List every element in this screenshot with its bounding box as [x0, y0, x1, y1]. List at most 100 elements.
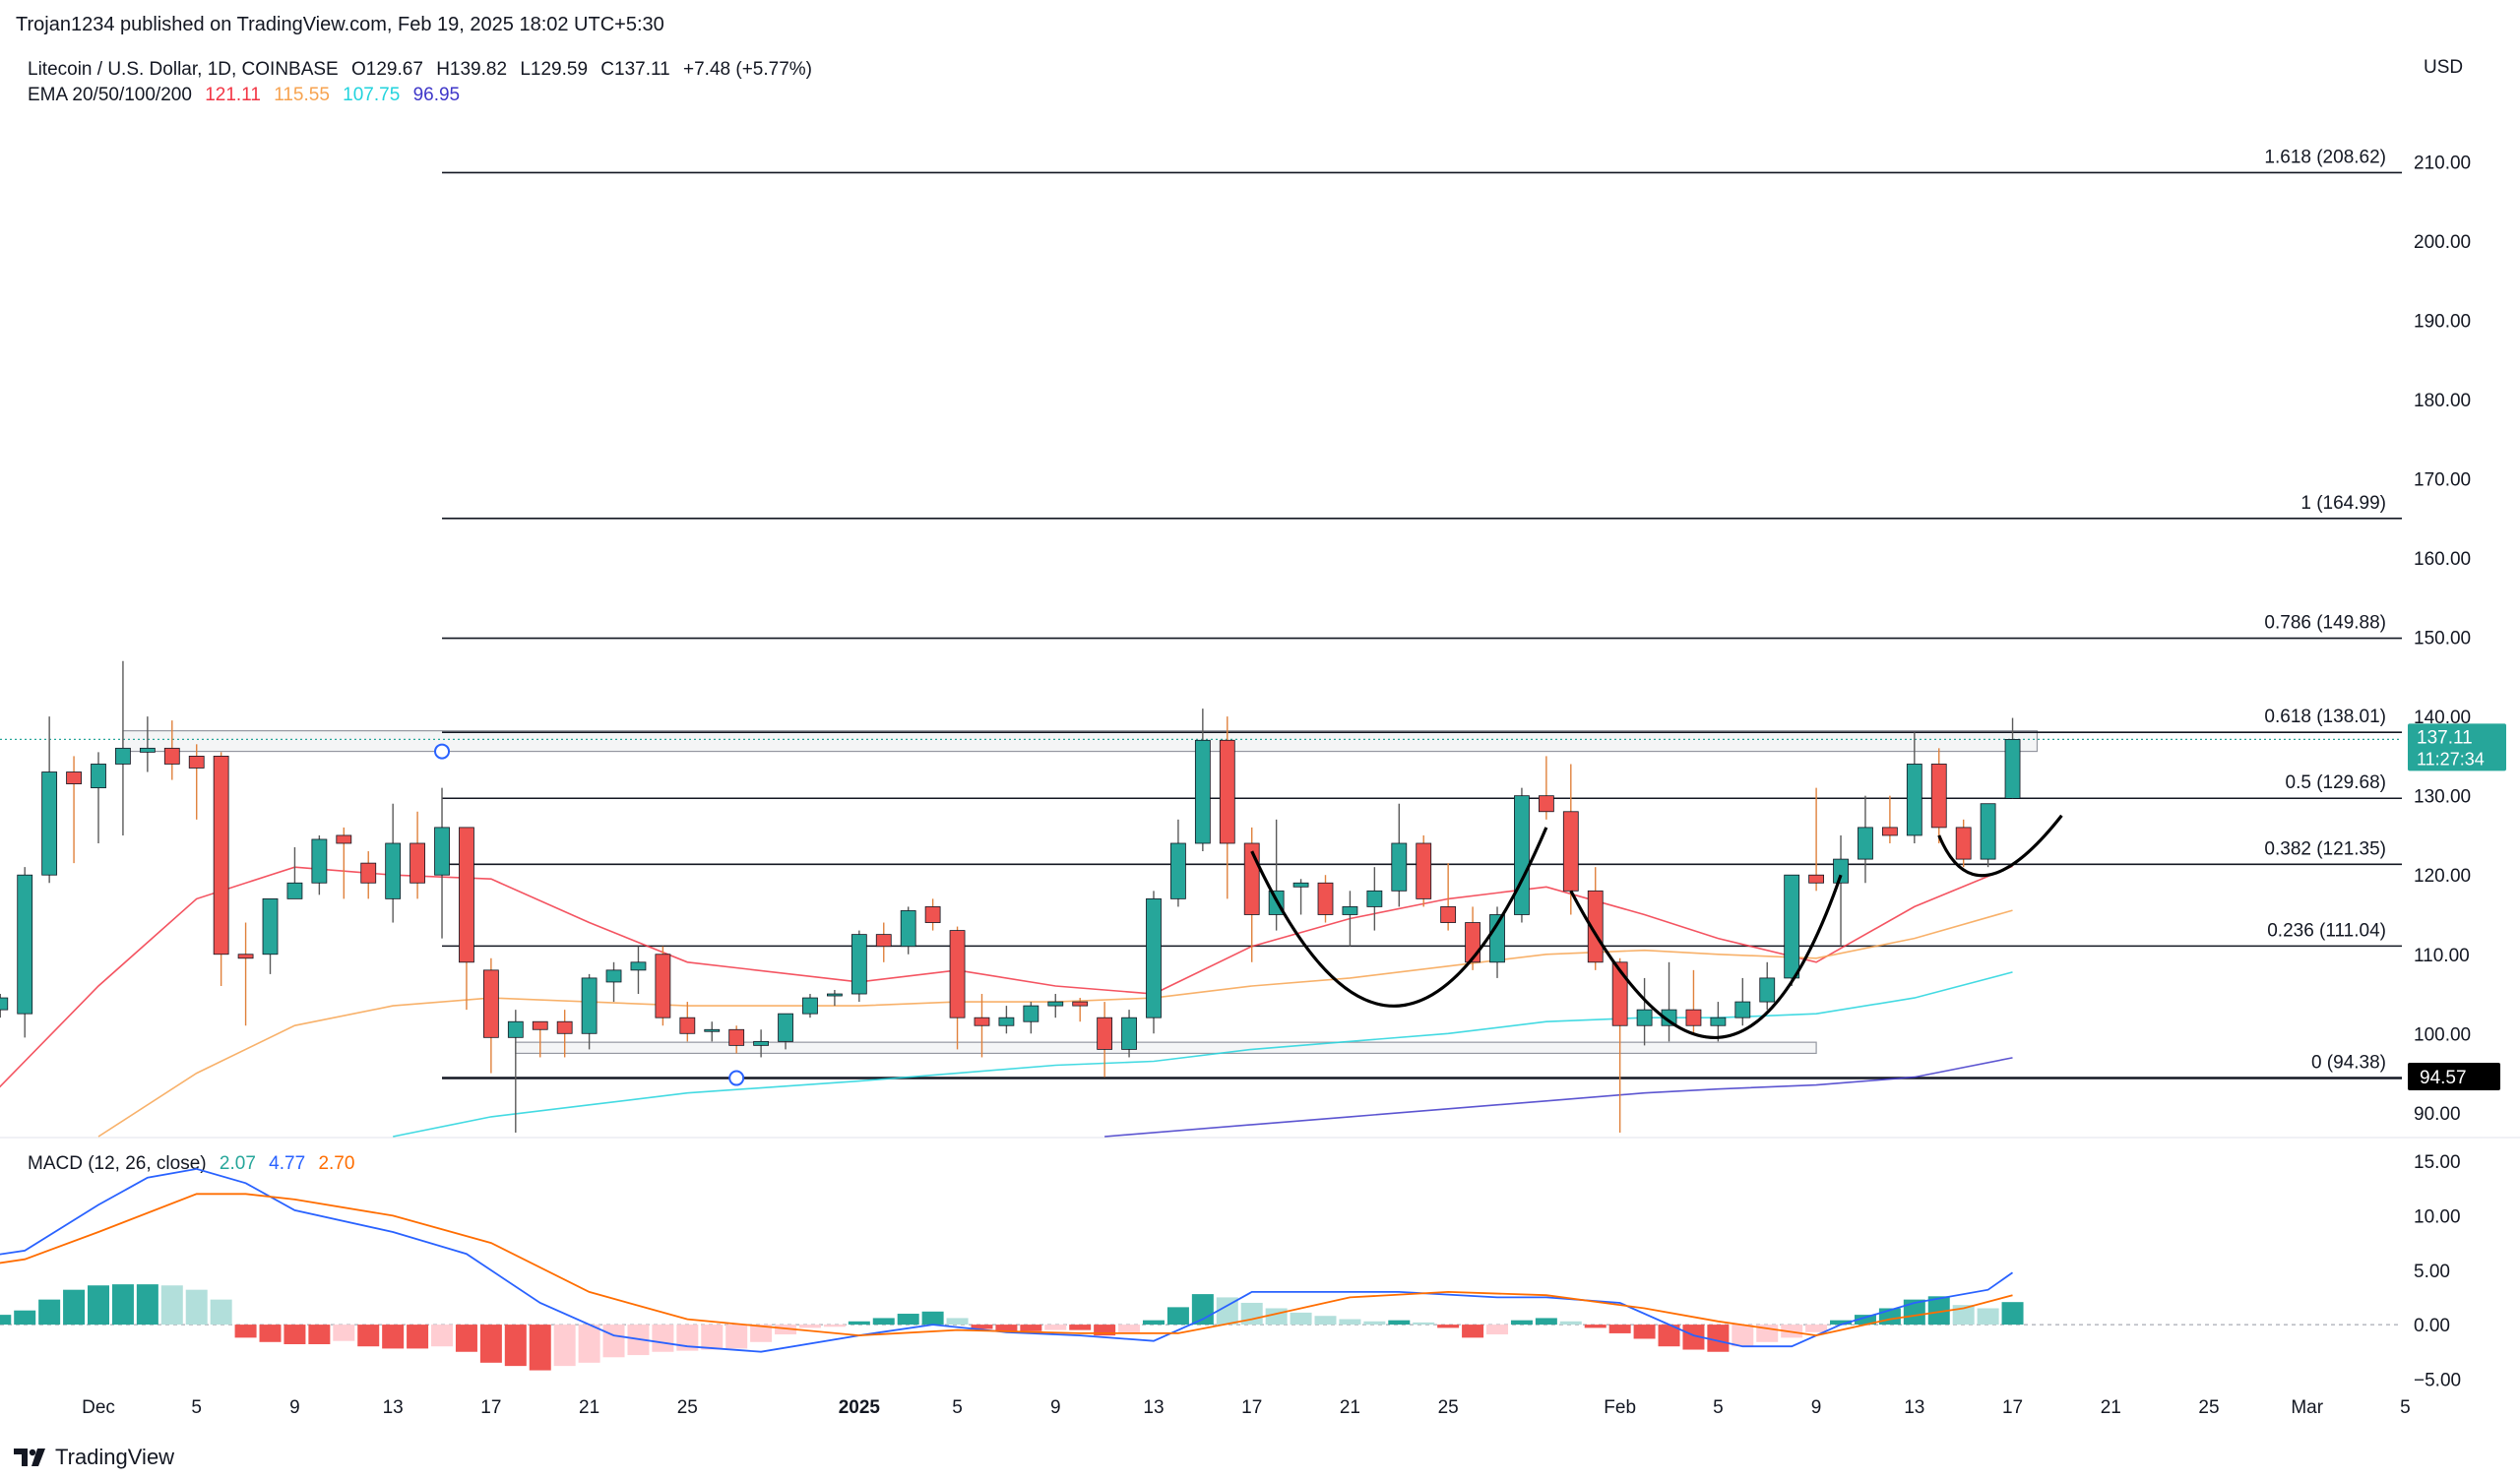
macd-histogram-bar [407, 1325, 429, 1349]
x-tick-label: Mar [2291, 1397, 2323, 1418]
x-tick-label: 17 [480, 1397, 501, 1418]
candle-body [1292, 882, 1309, 888]
candle-body [850, 934, 867, 995]
macd-histogram-bar [14, 1310, 36, 1326]
y-tick-label: 130.00 [2414, 787, 2471, 808]
candle [17, 867, 33, 1038]
y-tick-label: 90.00 [2414, 1104, 2461, 1125]
level-price-tag-value: 94.57 [2420, 1068, 2467, 1088]
tradingview-brand[interactable]: TradingView [14, 1445, 174, 1470]
candle [1661, 961, 1677, 1042]
x-tick-label: 13 [383, 1397, 404, 1418]
y-tick-label: 160.00 [2414, 549, 2471, 570]
candle-body [385, 842, 402, 899]
candle [753, 1029, 770, 1058]
macd-line [0, 1167, 2014, 1353]
macd-histogram-bar [971, 1325, 993, 1329]
candle [1514, 787, 1530, 923]
candle [1170, 819, 1186, 907]
macd-histogram-bar [1413, 1322, 1435, 1326]
fib-level-label: 0.382 (121.35) [2264, 838, 2386, 859]
macd-label[interactable]: MACD (12, 26, close) [28, 1153, 207, 1174]
macd-histogram-bar [38, 1299, 61, 1326]
ohlc-low: L129.59 [520, 59, 589, 80]
macd-histogram-bar [1682, 1325, 1705, 1350]
x-tick-label: Dec [82, 1397, 115, 1418]
fib-level-label: 1.618 (208.62) [2264, 147, 2386, 167]
macd-histogram-bar [63, 1289, 86, 1326]
symbol-title[interactable]: Litecoin / U.S. Dollar, 1D, COINBASE [28, 59, 339, 80]
candle [1097, 1002, 1113, 1078]
candle [115, 660, 131, 835]
candle [1980, 803, 1996, 868]
support-zone [122, 730, 2039, 753]
x-tick-label: 25 [2198, 1397, 2219, 1418]
candle-body [459, 827, 474, 963]
candle-body [360, 862, 377, 884]
candle-body [532, 1020, 548, 1030]
candle [1023, 1002, 1040, 1034]
candle [532, 1020, 548, 1058]
candle [1342, 891, 1358, 947]
macd-histogram-bar [676, 1325, 699, 1351]
candle-body [998, 1017, 1015, 1026]
candle-body [1146, 897, 1162, 1018]
candle [507, 1010, 524, 1133]
ema-line [97, 909, 2013, 1138]
candle [66, 756, 82, 864]
y-tick-label: 170.00 [2414, 469, 2471, 490]
macd-histogram-bar [1044, 1325, 1067, 1330]
candle-body [1440, 906, 1457, 923]
candle [1366, 867, 1383, 931]
candle [1440, 863, 1457, 931]
macd-histogram-bar [234, 1325, 257, 1338]
candle [875, 922, 892, 962]
candle [1930, 748, 1947, 843]
candle-body [410, 842, 425, 884]
candle [556, 1010, 573, 1058]
candle-body [213, 755, 229, 956]
price-tag-value: 137.11 [2417, 727, 2473, 748]
macd-histogram-bar [946, 1318, 969, 1326]
candle-body [41, 771, 58, 876]
macd-y-tick-label: 5.00 [2414, 1262, 2450, 1282]
candle-body [1317, 882, 1334, 915]
candle [163, 720, 180, 780]
x-tick-label: 25 [1438, 1397, 1459, 1418]
macd-histogram-bar [1707, 1325, 1730, 1352]
macd-histogram-bar [1094, 1325, 1116, 1336]
macd-histogram-bar [504, 1325, 527, 1367]
macd-histogram-bar [455, 1325, 477, 1352]
y-tick-label: 210.00 [2414, 153, 2471, 173]
candle-body [1759, 977, 1776, 1003]
macd-histogram-bar [88, 1285, 109, 1326]
candle-body [1661, 1009, 1677, 1026]
candle [286, 847, 303, 899]
macd-histogram-bar [1977, 1308, 1999, 1326]
candle [679, 1002, 696, 1042]
macd-histogram-bar [1830, 1320, 1853, 1326]
macd-y-tick-label: 15.00 [2414, 1152, 2461, 1173]
support-zone [515, 1041, 1817, 1055]
candle-body [1881, 827, 1898, 836]
macd-histogram-bar [995, 1325, 1018, 1331]
candle [2004, 717, 2021, 799]
publisher-line: Trojan1234 published on TradingView.com,… [16, 14, 664, 35]
candle [1611, 957, 1628, 1133]
candle-body [1194, 739, 1211, 844]
drawing-anchor-handle [434, 743, 451, 760]
candle-body [1685, 1009, 1702, 1026]
price-tag [2408, 723, 2506, 771]
candle [924, 898, 941, 931]
candle [1219, 716, 1235, 899]
candle [1734, 977, 1751, 1026]
macd-histogram-bar [357, 1325, 380, 1347]
macd-histogram-bar [1069, 1325, 1092, 1330]
ema-label[interactable]: EMA 20/50/100/200 [28, 85, 192, 105]
candle-body [827, 993, 843, 997]
candle [262, 897, 279, 974]
currency-label[interactable]: USD [2424, 57, 2464, 78]
candle-body [1416, 842, 1432, 899]
candle-body [434, 827, 450, 876]
